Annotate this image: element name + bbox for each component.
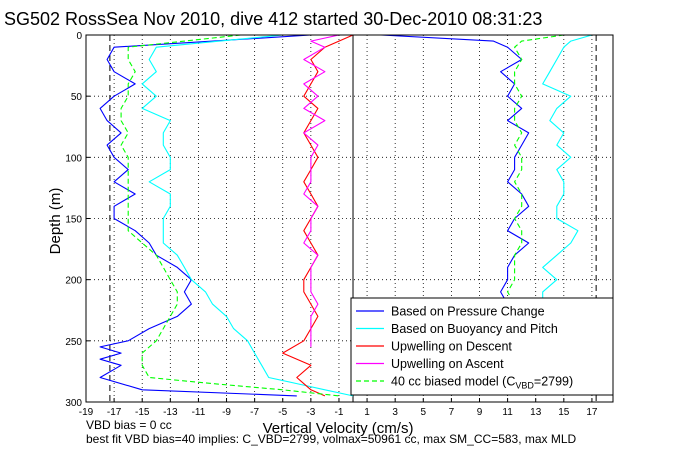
y-tick-label: 300 xyxy=(65,398,82,409)
x-tick-label: 5 xyxy=(420,407,426,418)
legend-box xyxy=(350,297,614,396)
legend-label: Upwelling on Descent xyxy=(391,340,512,354)
y-tick-label: 0 xyxy=(76,31,82,42)
x-tick-label: 11 xyxy=(502,407,513,418)
y-tick-label: 250 xyxy=(65,337,82,348)
series-line-00ffff xyxy=(141,35,354,397)
y-tick-label: 150 xyxy=(65,215,82,226)
x-axis-label: Vertical Velocity (cm/s) xyxy=(263,420,414,437)
x-tick-label: 15 xyxy=(558,407,570,418)
x-tick-label: 7 xyxy=(449,407,455,418)
x-tick-label: -7 xyxy=(250,407,259,418)
x-tick-label: -1 xyxy=(335,407,344,418)
series-line-0000ff xyxy=(99,35,311,397)
legend-label: Based on Pressure Change xyxy=(391,305,545,319)
legend-label: 40 cc biased model (CVBD=2799) xyxy=(391,375,573,391)
x-tick-label: 13 xyxy=(530,407,542,418)
y-tick-label: 50 xyxy=(71,92,83,103)
vbd-bias-note: VBD bias = 0 cc xyxy=(86,418,172,432)
series-line-ff00ff xyxy=(303,35,340,347)
legend-label: Upwelling on Ascent xyxy=(391,357,504,371)
y-tick-label: 100 xyxy=(65,153,82,164)
x-tick-label: 3 xyxy=(392,407,398,418)
series-line-00ff00 xyxy=(120,35,340,397)
x-tick-label: 1 xyxy=(364,407,370,418)
best-fit-note: best fit VBD bias=40 implies: C_VBD=2799… xyxy=(86,432,577,446)
y-axis-ticks: 0 50 100 150 200 250 300 xyxy=(65,31,90,409)
x-tick-label: 9 xyxy=(477,407,483,418)
x-tick-label: -13 xyxy=(163,407,178,418)
y-tick-label: 200 xyxy=(65,276,82,287)
chart-title: SG502 RossSea Nov 2010, dive 412 started… xyxy=(4,9,542,29)
x-tick-label: -9 xyxy=(222,407,231,418)
x-tick-label: -5 xyxy=(278,407,287,418)
chart-legend: Based on Pressure Change Based on Buoyanc… xyxy=(350,297,614,396)
x-tick-label: -11 xyxy=(192,407,206,418)
x-tick-label: -17 xyxy=(107,407,122,418)
legend-label: Based on Buoyancy and Pitch xyxy=(391,322,558,336)
x-tick-label: -3 xyxy=(306,407,315,418)
series-line-ff0000 xyxy=(282,35,354,397)
y-axis-label: Depth (m) xyxy=(47,188,64,255)
x-tick-label: -19 xyxy=(79,407,94,418)
x-tick-label: 17 xyxy=(586,407,598,418)
x-tick-label: -15 xyxy=(135,407,150,418)
x-axis-ticks: -19 -17 -15 -13 -11 -9 -7 -5 -3 -1 1 3 5 7 9 11 13 15 17 xyxy=(79,398,598,418)
